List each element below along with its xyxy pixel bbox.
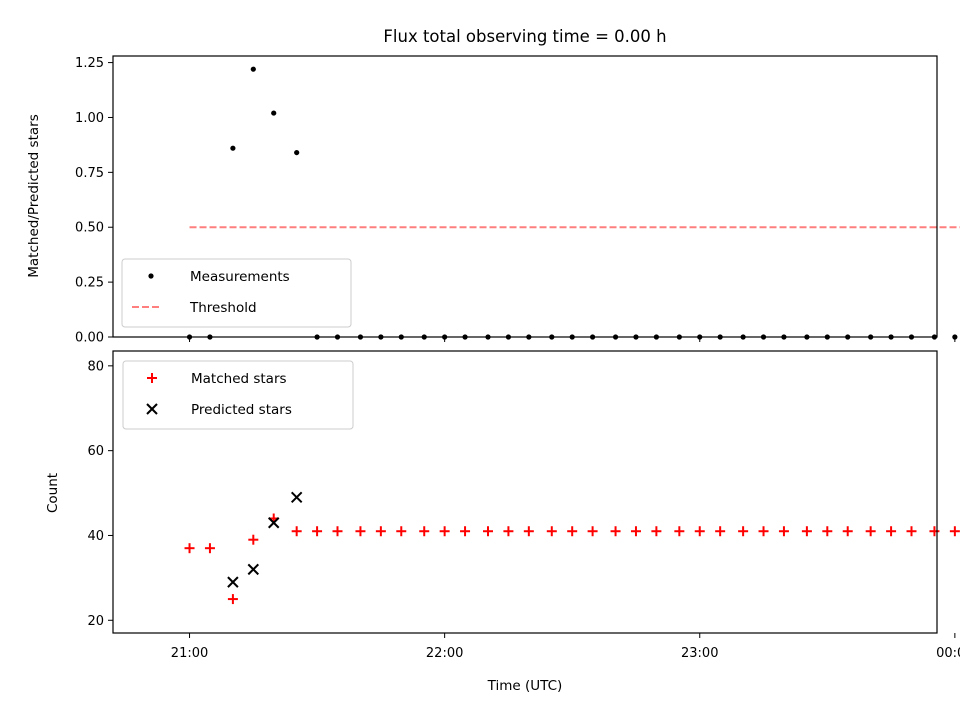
matched-star-point — [715, 526, 726, 537]
series-predicted-stars — [227, 491, 303, 588]
plot-frame — [112, 55, 938, 338]
y-tick-label: 40 — [87, 529, 104, 544]
legend: Matched stars Predicted stars — [122, 360, 354, 430]
matched-star-point — [651, 526, 662, 537]
measurement-point — [271, 110, 277, 116]
plot-frame — [112, 350, 938, 634]
matched-star-point — [419, 526, 430, 537]
matched-star-point — [567, 526, 578, 537]
matched-star-point — [949, 526, 960, 537]
legend-entry: Matched stars — [147, 371, 287, 387]
x-tick-label: 22:00 — [426, 646, 463, 661]
matched-star-point — [332, 526, 343, 537]
matched-star-point — [929, 526, 940, 537]
measurement-point — [952, 334, 958, 340]
y-tick-label: 1.25 — [75, 56, 104, 71]
legend-box — [122, 360, 354, 430]
matched-star-point — [204, 543, 215, 554]
matched-star-point — [312, 526, 323, 537]
x-stroke-b — [227, 576, 239, 588]
matched-star-point — [396, 526, 407, 537]
matched-star-point — [375, 526, 386, 537]
matched-star-point — [758, 526, 769, 537]
matched-star-point — [778, 526, 789, 537]
measurement-point — [230, 145, 236, 151]
predicted-star-point — [247, 563, 260, 576]
x-tick-label: 23:00 — [681, 646, 718, 661]
top-panel: 0.00 0.25 0.50 0.75 1.00 1.25 Measurements Thre… — [75, 55, 960, 346]
matched-star-point — [184, 543, 195, 554]
legend-entry: Threshold — [132, 300, 257, 316]
x-tick-label: 21:00 — [171, 646, 208, 661]
predicted-star-point — [290, 491, 303, 504]
x-stroke-b — [268, 517, 280, 529]
x-tick-label: 00:00 — [936, 646, 960, 661]
legend-label: Measurements — [190, 269, 290, 285]
legend-label: Predicted stars — [191, 402, 292, 418]
y-tick-label: 20 — [87, 614, 104, 629]
matched-star-point — [610, 526, 621, 537]
bottom-panel: 21:0022:0023:0000:0001:0002:0020406080Ma… — [87, 350, 960, 661]
legend-entry: Measurements — [148, 269, 290, 285]
legend-box — [121, 258, 352, 328]
matched-star-point — [227, 594, 238, 605]
matched-star-point — [842, 526, 853, 537]
matched-star-point — [694, 526, 705, 537]
y-tick-label: 80 — [87, 359, 104, 374]
legend-entry: Predicted stars — [146, 402, 292, 418]
matched-star-point — [248, 534, 259, 545]
matched-star-point — [587, 526, 598, 537]
matched-star-point — [865, 526, 876, 537]
matched-star-point — [147, 373, 157, 383]
matched-star-point — [630, 526, 641, 537]
measurement-point — [250, 66, 256, 72]
legend-label: Threshold — [189, 300, 257, 316]
x-stroke-b — [290, 491, 303, 504]
matched-star-point — [801, 526, 812, 537]
y-tick-label: 0.50 — [75, 221, 104, 236]
predicted-star-point — [268, 517, 280, 529]
matched-star-point — [738, 526, 749, 537]
chart-title: Flux total observing time = 0.00 h — [383, 27, 666, 46]
top-y-axis-label: Matched/Predicted stars — [26, 114, 42, 277]
x-stroke-b — [247, 563, 260, 576]
matched-star-point — [460, 526, 471, 537]
matched-star-point — [674, 526, 685, 537]
matched-star-point — [439, 526, 450, 537]
matched-star-point — [355, 526, 366, 537]
matched-star-point — [906, 526, 917, 537]
matched-star-point — [886, 526, 897, 537]
y-tick-label: 1.00 — [75, 111, 104, 126]
legend-label: Matched stars — [191, 371, 287, 387]
x-axis-label: Time (UTC) — [487, 678, 563, 694]
legend: Measurements Threshold — [121, 258, 352, 328]
matched-star-point — [523, 526, 534, 537]
series-matched-stars — [184, 513, 960, 605]
measurement-point — [148, 273, 154, 279]
x-stroke-b — [146, 403, 158, 415]
y-tick-label: 0.00 — [75, 331, 104, 346]
matched-star-point — [503, 526, 514, 537]
matched-star-point — [546, 526, 557, 537]
predicted-star-point — [227, 576, 239, 588]
matched-star-point — [291, 526, 302, 537]
predicted-star-point — [146, 403, 158, 415]
matched-star-point — [822, 526, 833, 537]
y-tick-label: 60 — [87, 444, 104, 459]
y-tick-label: 0.75 — [75, 166, 104, 181]
measurement-point — [294, 149, 300, 156]
y-tick-label: 0.25 — [75, 276, 104, 291]
bottom-y-axis-label: Count — [45, 473, 61, 513]
matched-star-point — [483, 526, 494, 537]
